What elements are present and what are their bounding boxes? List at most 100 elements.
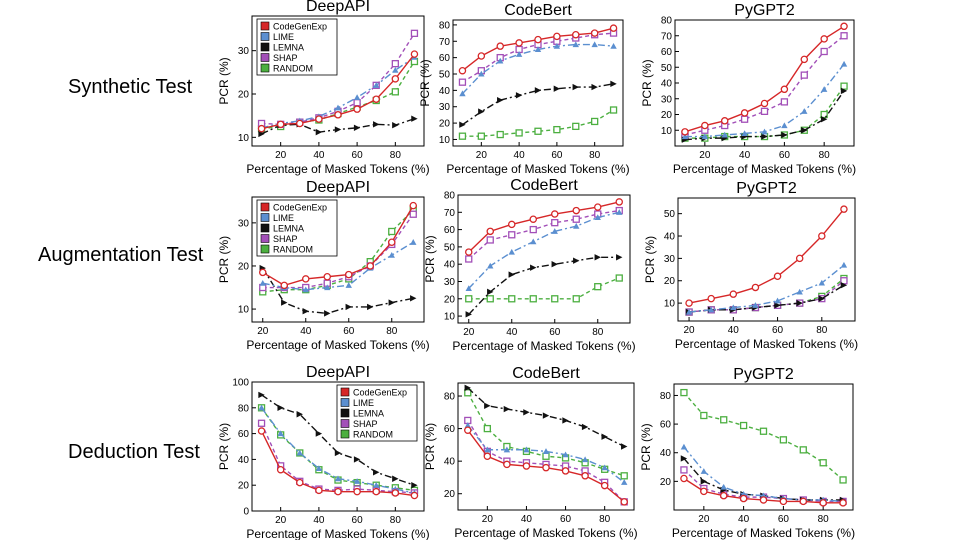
legend-label: RANDOM: [273, 64, 313, 74]
data-point: [280, 281, 288, 290]
data-point: [562, 451, 569, 458]
data-point: [515, 129, 523, 137]
data-point: [508, 248, 515, 255]
y-tick-label: 50: [439, 70, 451, 81]
data-point: [780, 85, 789, 94]
data-point: [840, 87, 848, 95]
legend-label: SHAP: [273, 234, 298, 244]
chart-title: CodeBert: [504, 2, 572, 19]
data-point: [761, 128, 768, 135]
data-point: [366, 262, 374, 270]
data-point: [487, 262, 494, 269]
y-tick-label: 40: [238, 455, 250, 466]
data-point: [411, 482, 418, 489]
data-point: [551, 219, 559, 227]
data-point: [721, 131, 728, 138]
data-point: [464, 426, 472, 434]
data-point: [581, 456, 589, 463]
data-point: [820, 110, 828, 119]
y-tick-label: 20: [238, 90, 250, 101]
data-point: [581, 472, 589, 480]
x-tick-label: 80: [390, 515, 402, 526]
data-point: [315, 115, 323, 123]
data-point: [324, 310, 331, 317]
data-point: [572, 30, 580, 39]
chart-title: PyGPT2: [734, 2, 795, 19]
legend-swatch: [260, 63, 270, 73]
chart-panel: DeepAPI 20 40 60 80 10 20 30 Percentage of Maske…: [217, 0, 430, 176]
data-point: [600, 481, 609, 490]
data-point: [573, 222, 580, 229]
data-point: [392, 66, 399, 73]
legend-swatch: [340, 387, 350, 397]
data-point: [458, 132, 467, 140]
legend-label: LIME: [273, 32, 294, 42]
data-point: [391, 489, 400, 497]
data-point: [477, 52, 486, 60]
row-label-augmentation: Augmentation Test: [38, 244, 204, 266]
data-point: [591, 41, 598, 48]
x-tick-label: 60: [549, 327, 561, 338]
legend-label: RANDOM: [353, 430, 393, 440]
plot-frame: [457, 194, 631, 324]
data-point: [820, 35, 828, 43]
data-point: [818, 295, 826, 302]
data-point: [780, 98, 789, 106]
y-tick-label: 30: [664, 254, 676, 265]
y-axis-label: PCR (%): [639, 423, 653, 470]
data-point: [258, 404, 265, 411]
data-point: [685, 308, 693, 315]
data-point: [296, 411, 303, 418]
legend-swatch: [260, 202, 270, 212]
legend-label: LIME: [273, 213, 294, 223]
data-point: [840, 261, 848, 268]
plot-frame: [251, 196, 425, 323]
data-point: [594, 214, 601, 221]
data-point: [534, 35, 542, 44]
x-tick-label: 40: [728, 325, 740, 336]
y-tick-label: 20: [664, 276, 676, 287]
legend-box: [336, 384, 418, 442]
data-point: [740, 109, 749, 117]
plot-frame: [673, 383, 854, 511]
data-point: [387, 238, 396, 247]
series-line-random: [462, 109, 614, 137]
data-point: [594, 254, 601, 261]
data-point: [530, 264, 537, 271]
plot-frame: [677, 197, 856, 322]
series-line-lemna: [261, 394, 415, 486]
data-point: [487, 288, 494, 296]
data-point: [840, 205, 848, 213]
data-point: [484, 446, 491, 453]
x-tick-label: 40: [514, 150, 526, 161]
data-point: [353, 94, 361, 101]
data-point: [334, 111, 342, 119]
data-point: [773, 272, 782, 281]
data-point: [477, 132, 485, 140]
data-point: [572, 215, 580, 223]
data-point: [839, 499, 847, 507]
y-tick-label: 60: [238, 429, 250, 440]
data-point: [497, 96, 504, 104]
legend-swatch: [260, 213, 270, 222]
data-point: [373, 469, 380, 476]
x-tick-label: 80: [589, 150, 601, 161]
data-point: [572, 295, 580, 303]
data-point: [572, 122, 580, 131]
data-point: [616, 254, 623, 261]
x-tick-label: 40: [313, 150, 325, 161]
y-tick-label: 30: [238, 46, 250, 57]
data-point: [258, 130, 265, 138]
data-point: [277, 430, 284, 437]
y-tick-label: 80: [661, 16, 673, 27]
legend-label: LEMNA: [273, 224, 304, 234]
data-point: [681, 128, 689, 136]
legend-label: LEMNA: [273, 43, 304, 53]
data-point: [345, 303, 352, 311]
x-tick-label: 80: [592, 327, 604, 338]
data-point: [779, 436, 788, 444]
data-point: [840, 282, 848, 289]
data-point: [302, 286, 309, 293]
